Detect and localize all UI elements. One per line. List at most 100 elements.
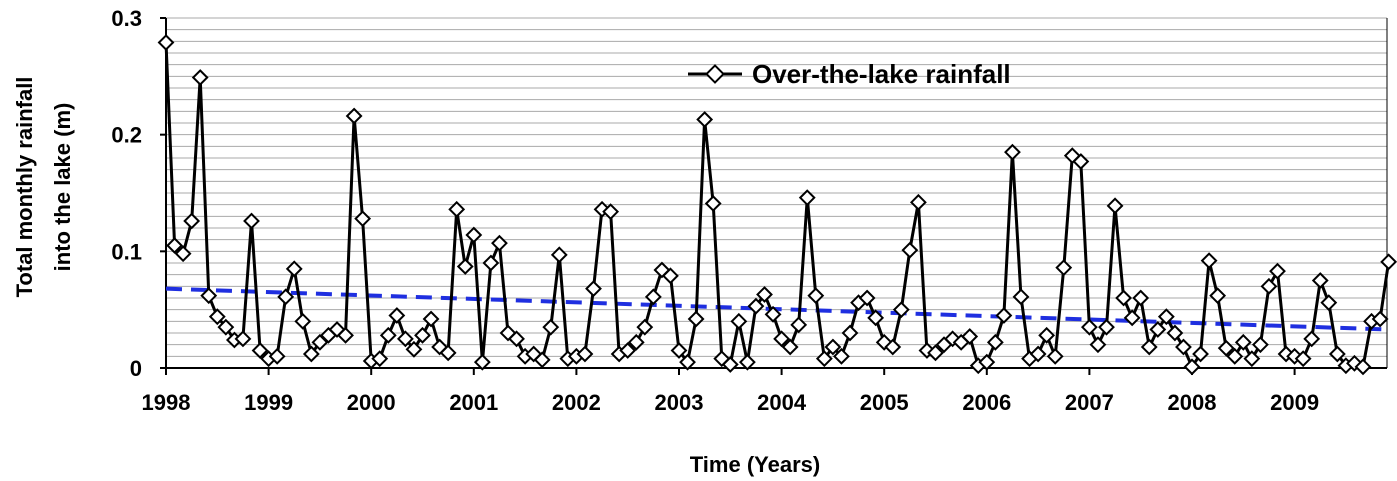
x-tick-label: 1999: [244, 390, 293, 415]
y-axis-title-line-2: into the lake (m): [50, 103, 75, 272]
data-point: [234, 330, 252, 348]
data-point: [157, 34, 175, 51]
data-point: [858, 289, 876, 307]
data-point: [995, 307, 1013, 324]
data-point: [337, 326, 354, 344]
data-point: [405, 340, 423, 358]
data-point: [1251, 336, 1269, 354]
data-point: [1234, 333, 1252, 351]
data-point: [465, 226, 483, 244]
data-point: [773, 330, 791, 348]
x-tick-label: 2005: [860, 390, 909, 415]
data-point: [636, 318, 654, 336]
data-point: [1046, 347, 1064, 365]
data-point: [448, 200, 466, 218]
data-point: [1157, 308, 1175, 326]
data-point: [909, 193, 927, 211]
x-tick-labels: 1998 1999 2000 2001 2002 2003 2004 2005 2006 2007…: [142, 390, 1320, 415]
data-point: [1004, 143, 1021, 161]
data-point: [294, 312, 312, 330]
data-point: [354, 210, 372, 228]
data-point: [670, 342, 688, 359]
data-point: [576, 345, 594, 363]
x-tick-label: 2009: [1270, 390, 1319, 415]
x-tick-label: 2003: [655, 390, 704, 415]
x-tick-label: 2008: [1168, 390, 1217, 415]
legend: Over-the-lake rainfall: [688, 59, 1011, 89]
data-point: [508, 330, 525, 348]
data-point: [217, 318, 235, 336]
x-axis-title: Time (Years): [690, 452, 820, 477]
data-point: [473, 353, 491, 371]
data-point: [1209, 287, 1227, 305]
data-point: [824, 338, 842, 356]
data-point: [644, 288, 662, 306]
data-point: [901, 241, 919, 259]
data-point: [200, 287, 218, 305]
x-tick-label: 2006: [962, 390, 1011, 415]
data-point: [627, 333, 645, 351]
data-point: [1089, 336, 1107, 354]
y-tick-labels: 0 0.1 0.2 0.3: [111, 6, 142, 381]
trendline-layer: [165, 286, 1389, 332]
x-tick-label: 2000: [347, 390, 396, 415]
data-point: [1149, 321, 1167, 338]
data-point: [345, 107, 363, 125]
data-point: [1217, 339, 1235, 357]
data-point: [183, 212, 201, 230]
data-point: [542, 318, 560, 336]
data-point: [1166, 324, 1184, 342]
data-point: [704, 195, 722, 212]
x-tick-label: 2007: [1065, 390, 1114, 415]
data-point: [1269, 262, 1286, 280]
data-point: [619, 342, 637, 359]
data-point: [1038, 326, 1056, 344]
data-point: [1311, 272, 1329, 289]
data-point: [1055, 259, 1073, 277]
data-point: [277, 288, 295, 306]
data-point: [1072, 153, 1090, 170]
data-point: [747, 297, 765, 315]
data-point: [1123, 309, 1141, 327]
data-point: [1029, 345, 1047, 363]
data-point: [1371, 310, 1389, 328]
data-point: [550, 246, 568, 264]
data-point: [174, 245, 192, 263]
data-point: [166, 237, 183, 254]
y-tick-label: 0: [130, 356, 142, 381]
data-point: [986, 333, 1004, 351]
trendline: [165, 286, 1389, 332]
data-point: [1354, 358, 1372, 376]
data-point: [696, 111, 714, 128]
data-point: [585, 280, 602, 298]
data-point: [414, 326, 431, 344]
x-tick-label: 1998: [142, 390, 191, 415]
data-point: [388, 307, 406, 324]
data-point: [1115, 289, 1133, 307]
data-point: [191, 69, 209, 86]
data-point: [311, 333, 329, 351]
y-tick-label: 0.3: [111, 6, 142, 31]
data-point: [208, 308, 226, 326]
data-point: [1183, 358, 1201, 376]
x-tick-label: 2004: [757, 390, 807, 415]
data-point: [781, 338, 799, 356]
data-point: [978, 353, 996, 371]
data-point: [1243, 350, 1261, 368]
data-point: [1175, 338, 1192, 356]
data-point: [764, 305, 782, 323]
data-point: [422, 310, 440, 328]
legend-label: Over-the-lake rainfall: [752, 59, 1011, 89]
data-point: [1380, 253, 1397, 271]
data-point: [371, 350, 389, 368]
data-point: [1012, 288, 1030, 306]
data-point: [730, 312, 748, 330]
data-point: [1294, 350, 1312, 368]
data-point: [251, 342, 269, 359]
data-point: [602, 203, 620, 221]
x-tick-label: 2002: [552, 390, 601, 415]
data-point: [379, 326, 397, 344]
data-point: [396, 330, 414, 348]
data-point: [892, 301, 910, 319]
data-point: [738, 353, 756, 371]
